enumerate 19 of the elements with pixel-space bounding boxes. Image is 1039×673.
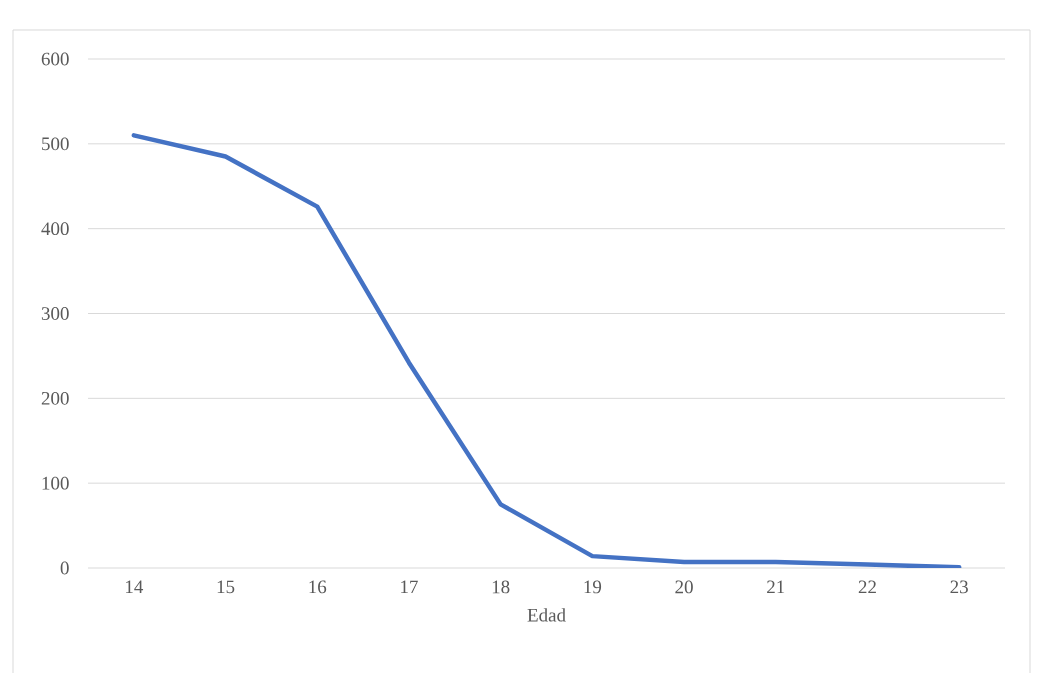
x-tick-label: 20 xyxy=(675,580,693,594)
x-tick-label: 19 xyxy=(584,580,602,594)
x-tick-label: 15 xyxy=(217,580,235,594)
y-tick-label: 300 xyxy=(41,307,69,320)
y-tick-label: 100 xyxy=(42,476,69,490)
x-tick-label: 23 xyxy=(950,580,968,594)
x-tick-label: 14 xyxy=(126,580,144,594)
x-tick-label: 17 xyxy=(401,580,418,594)
y-tick-label: 0 xyxy=(60,561,69,575)
y-tick-label: 200 xyxy=(41,391,69,405)
x-tick-label: 18 xyxy=(492,580,510,594)
x-tick-label: 16 xyxy=(309,580,327,594)
x-axis-title: Edad xyxy=(527,608,566,622)
x-tick-label: 22 xyxy=(858,580,876,594)
line-series xyxy=(131,133,962,568)
y-tick-label: 600 xyxy=(41,52,69,66)
y-tick-label: 500 xyxy=(42,137,69,151)
y-tick-label: 400 xyxy=(41,222,69,236)
x-tick-label: 21 xyxy=(767,580,785,594)
